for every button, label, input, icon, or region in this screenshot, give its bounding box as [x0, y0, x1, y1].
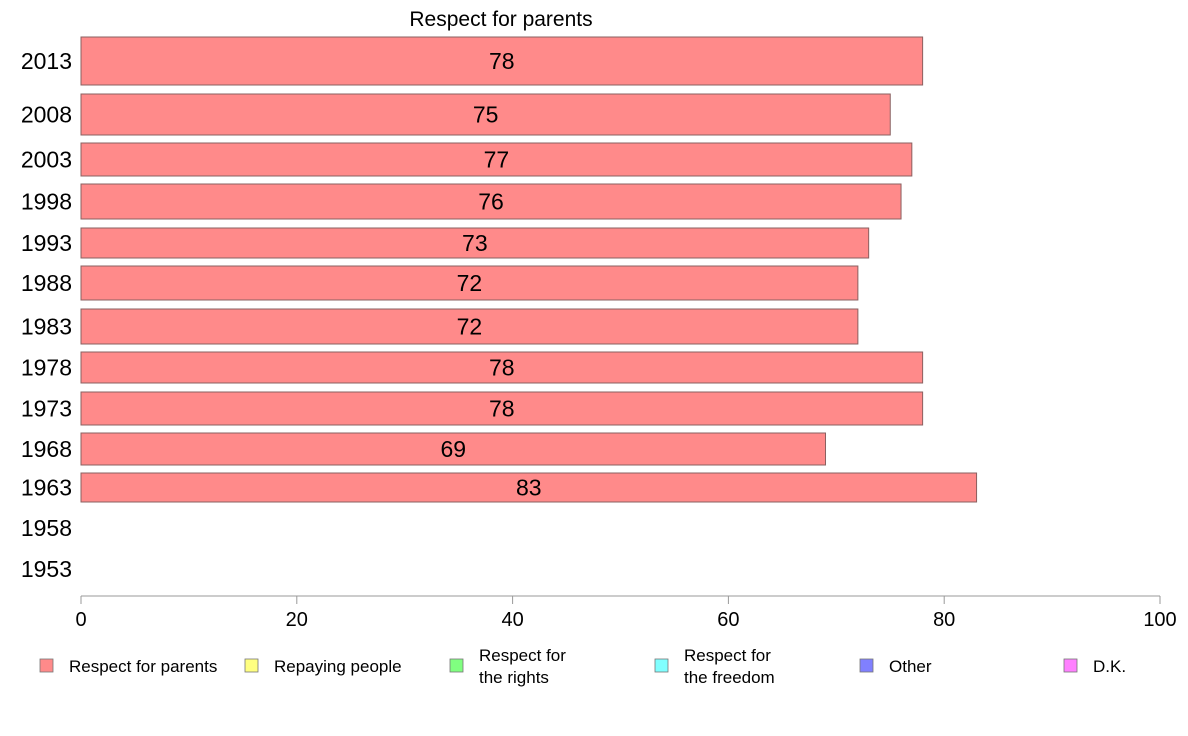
x-tick-label: 80: [933, 609, 955, 631]
legend-swatch: [654, 658, 669, 673]
data-label: 77: [484, 147, 510, 173]
bar: [80, 36, 924, 86]
y-tick-label: 1993: [21, 230, 72, 256]
legend-label: Respect for: [479, 646, 566, 665]
x-tick-label: 100: [1143, 609, 1176, 631]
bar: [80, 227, 870, 259]
legend-label: Other: [889, 657, 932, 676]
data-label: 73: [462, 230, 488, 256]
legend-swatch: [859, 658, 874, 673]
bar: [80, 308, 859, 345]
bar: [80, 351, 924, 384]
bar: [80, 142, 913, 177]
data-label: 76: [478, 189, 504, 215]
chart-title: Respect for parents: [409, 8, 592, 31]
legend-label: Respect for: [684, 646, 771, 665]
bar: [80, 93, 891, 136]
legend: Respect for parents Repaying people Respec…: [39, 646, 1126, 687]
bar: [80, 472, 978, 503]
bar: [80, 265, 859, 301]
y-tick-label: 1973: [21, 396, 72, 422]
y-tick-label: 2003: [21, 147, 72, 173]
legend-swatch: [39, 658, 54, 673]
x-tick-label: 20: [286, 609, 308, 631]
legend-label: Repaying people: [274, 657, 402, 676]
y-tick-label: 1963: [21, 475, 72, 501]
legend-label: the rights: [479, 668, 549, 687]
legend-swatch: [449, 658, 464, 673]
data-label: 78: [489, 48, 515, 74]
bar: [80, 183, 902, 220]
bar: [80, 432, 827, 466]
data-label: 72: [457, 314, 483, 340]
data-label: 78: [489, 396, 515, 422]
y-tick-label: 2013: [21, 48, 72, 74]
legend-swatch: [244, 658, 259, 673]
x-axis: 0 20 40 60 80 100: [75, 595, 1177, 631]
bar: [80, 391, 924, 426]
legend-label: Respect for parents: [69, 657, 217, 676]
y-tick-label: 1988: [21, 270, 72, 296]
data-label: 83: [516, 475, 542, 501]
legend-label: the freedom: [684, 668, 775, 687]
y-tick-label: 1953: [21, 556, 72, 582]
data-label: 78: [489, 355, 515, 381]
x-tick-label: 60: [717, 609, 739, 631]
legend-swatch: [1063, 658, 1078, 673]
y-tick-label: 1978: [21, 355, 72, 381]
data-label: 72: [457, 270, 483, 296]
y-tick-label: 2008: [21, 102, 72, 128]
legend-label: D.K.: [1093, 657, 1126, 676]
y-tick-label: 1958: [21, 515, 72, 541]
plot-area: 2013 78 2008 75 2003 77 1998 76 1993 73 1988 72 1983…: [21, 36, 978, 582]
y-tick-label: 1968: [21, 436, 72, 462]
y-tick-label: 1983: [21, 314, 72, 340]
data-label: 69: [440, 436, 466, 462]
y-tick-label: 1998: [21, 189, 72, 215]
data-label: 75: [473, 102, 499, 128]
x-tick-label: 40: [501, 609, 523, 631]
x-tick-label: 0: [75, 609, 86, 631]
